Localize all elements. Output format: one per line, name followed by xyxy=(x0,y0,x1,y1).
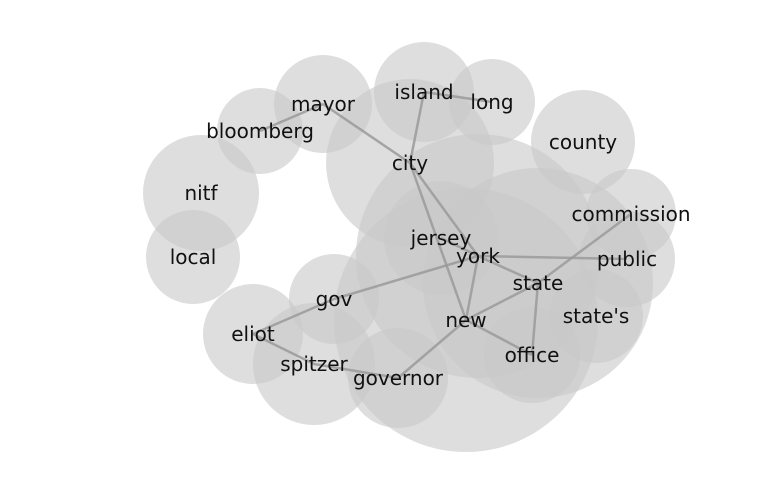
node-label-commission: commission xyxy=(571,202,690,226)
node-label-island: island xyxy=(394,80,453,104)
edge-island-city xyxy=(408,91,426,164)
edge-spitzer-governor xyxy=(313,362,399,380)
node-label-public: public xyxy=(597,247,657,271)
edge-new-governor xyxy=(397,319,467,379)
edge-eliot-spitzer xyxy=(252,332,315,366)
node-circle-local xyxy=(146,210,240,304)
edge-island-long xyxy=(423,90,493,104)
edge-layer xyxy=(252,90,632,380)
node-label-long: long xyxy=(470,90,513,114)
edge-state-new xyxy=(465,281,539,322)
node-label-layer: new york state city jersey island long county ma… xyxy=(170,80,691,390)
node-label-bloomberg: bloomberg xyxy=(206,119,314,143)
edge-city-new xyxy=(408,162,468,321)
node-label-new: new xyxy=(445,308,486,332)
node-label-state: state xyxy=(513,271,564,295)
node-label-gov: gov xyxy=(316,287,353,311)
edge-york-public xyxy=(477,254,628,261)
node-label-office: office xyxy=(505,343,560,367)
edge-gov-eliot xyxy=(252,297,335,336)
node-label-nitf: nitf xyxy=(184,181,218,205)
edge-york-new xyxy=(464,255,480,321)
node-circle-county xyxy=(531,90,635,194)
edge-york-jersey xyxy=(440,236,479,258)
node-label-york: york xyxy=(456,244,500,268)
node-label-city: city xyxy=(392,151,428,175)
edge-mayor-city xyxy=(322,102,411,165)
node-label-state_s: state's xyxy=(563,304,630,328)
node-label-governor: governor xyxy=(353,366,444,390)
edge-new-office xyxy=(465,318,533,357)
node-label-eliot: eliot xyxy=(231,322,275,346)
edge-mayor-bloomberg xyxy=(259,102,324,133)
node-label-county: county xyxy=(549,130,617,154)
edge-state-office xyxy=(530,282,540,356)
node-label-local: local xyxy=(170,245,217,269)
node-label-spitzer: spitzer xyxy=(280,352,348,376)
node-label-jersey: jersey xyxy=(410,226,472,250)
node-label-mayor: mayor xyxy=(291,92,356,116)
edge-york-gov xyxy=(333,254,479,301)
edge-york-state xyxy=(477,254,539,285)
edge-city-york xyxy=(408,162,480,257)
edge-state-commission xyxy=(537,212,632,285)
